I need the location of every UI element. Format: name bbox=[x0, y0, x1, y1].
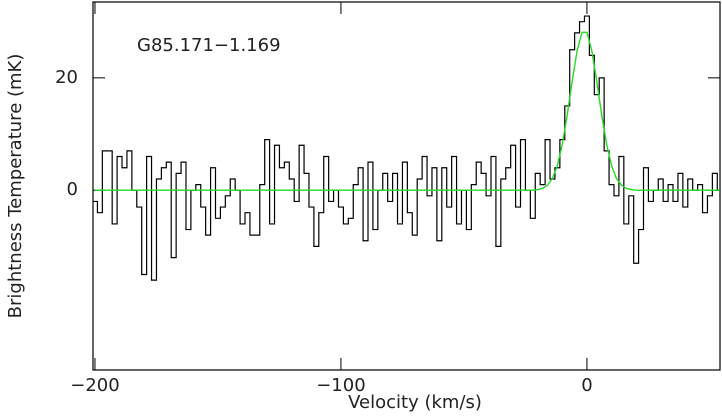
plot-frame bbox=[92, 1, 721, 371]
x-axis-label: Velocity (km/s) bbox=[348, 392, 482, 413]
fit-line bbox=[94, 31, 720, 191]
annotation: G85.171−1.169 bbox=[137, 35, 281, 56]
x-tick-label: 0 bbox=[581, 375, 592, 396]
y-tick-label: 20 bbox=[55, 67, 78, 88]
y-axis-label: Brightness Temperature (mK) bbox=[5, 54, 26, 319]
x-tick-label: −100 bbox=[316, 375, 365, 396]
spectrum-line bbox=[93, 15, 720, 281]
x-tick-label: −200 bbox=[70, 375, 119, 396]
y-tick-label: 0 bbox=[67, 179, 78, 200]
